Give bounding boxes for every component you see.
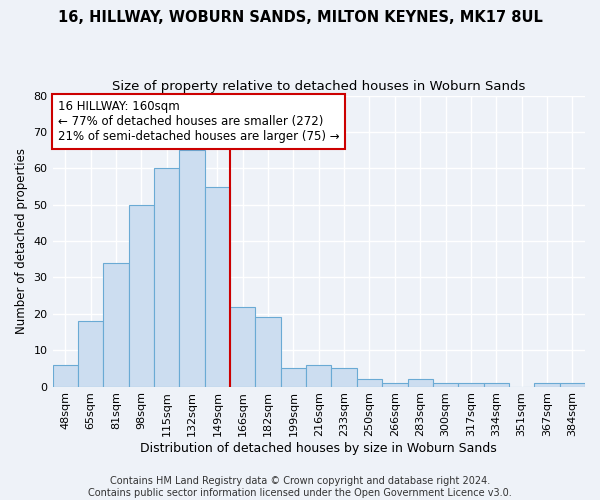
Bar [205, 186, 230, 386]
Text: 16, HILLWAY, WOBURN SANDS, MILTON KEYNES, MK17 8UL: 16, HILLWAY, WOBURN SANDS, MILTON KEYNES… [58, 10, 542, 25]
Bar [128, 204, 154, 386]
X-axis label: Distribution of detached houses by size in Woburn Sands: Distribution of detached houses by size … [140, 442, 497, 455]
Bar [433, 383, 458, 386]
Bar [534, 383, 560, 386]
Y-axis label: Number of detached properties: Number of detached properties [15, 148, 28, 334]
Bar [560, 383, 585, 386]
Text: Contains HM Land Registry data © Crown copyright and database right 2024.
Contai: Contains HM Land Registry data © Crown c… [88, 476, 512, 498]
Bar [281, 368, 306, 386]
Bar [154, 168, 179, 386]
Title: Size of property relative to detached houses in Woburn Sands: Size of property relative to detached ho… [112, 80, 526, 93]
Text: 16 HILLWAY: 160sqm
← 77% of detached houses are smaller (272)
21% of semi-detach: 16 HILLWAY: 160sqm ← 77% of detached hou… [58, 100, 340, 143]
Bar [179, 150, 205, 386]
Bar [357, 380, 382, 386]
Bar [306, 365, 331, 386]
Bar [256, 318, 281, 386]
Bar [331, 368, 357, 386]
Bar [103, 263, 128, 386]
Bar [230, 306, 256, 386]
Bar [484, 383, 509, 386]
Bar [382, 383, 407, 386]
Bar [53, 365, 78, 386]
Bar [78, 321, 103, 386]
Bar [407, 380, 433, 386]
Bar [458, 383, 484, 386]
